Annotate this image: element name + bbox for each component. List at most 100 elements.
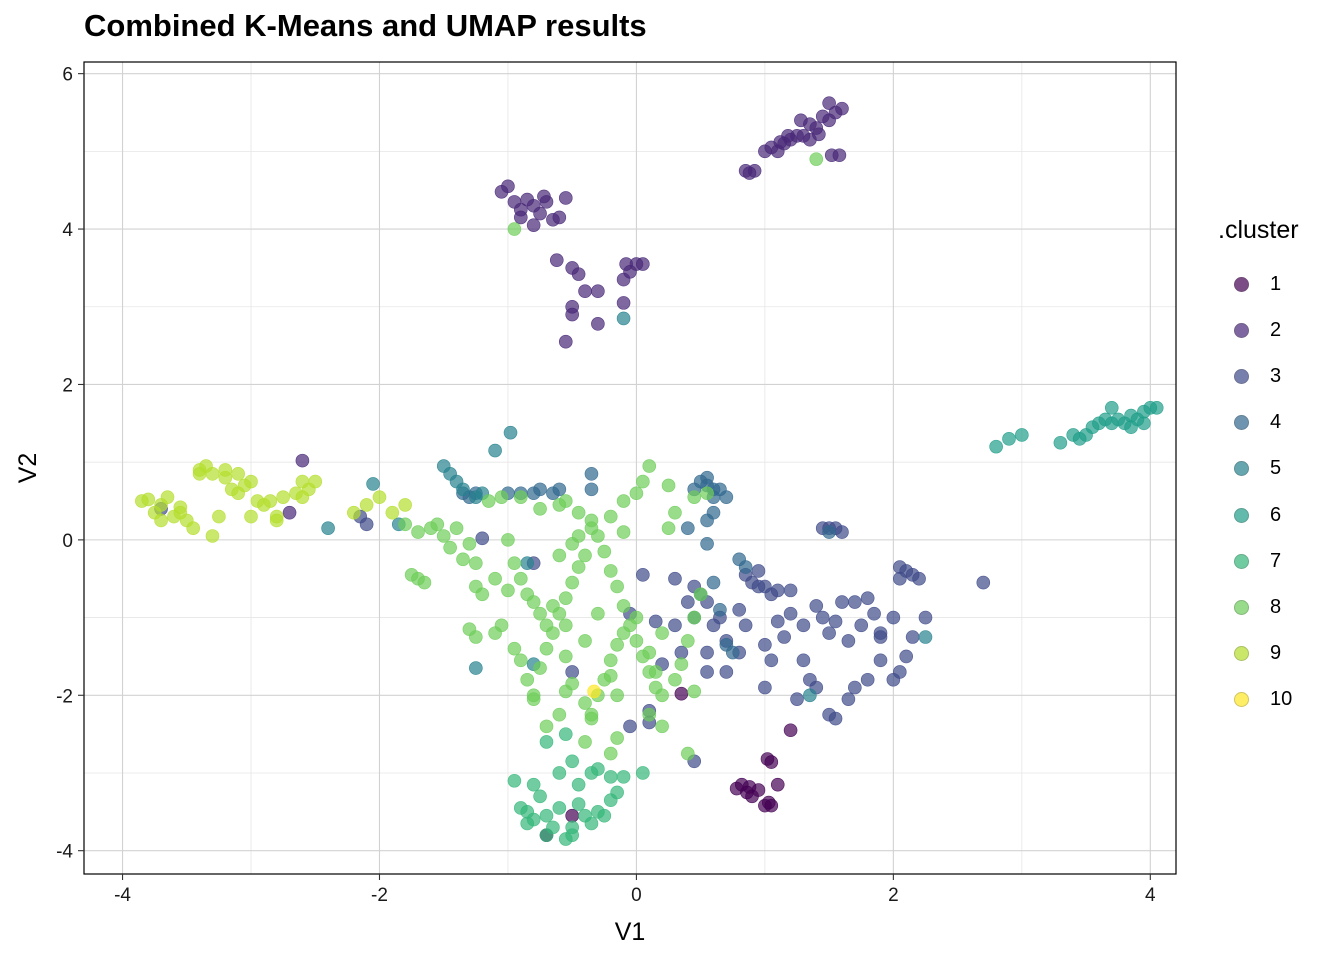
legend-label: 5 [1270,457,1282,480]
legend-item-5: 5 [1218,446,1299,492]
data-point [533,789,547,804]
data-point [417,575,432,590]
data-point [244,474,258,489]
data-point [764,653,779,668]
data-point [558,334,573,349]
data-point [603,770,618,784]
data-point [430,517,445,532]
data-point [584,482,599,497]
data-point [552,482,567,497]
data-point [469,630,483,644]
data-point [295,490,310,504]
x-tick-label: 0 [631,885,642,906]
data-point [597,808,612,823]
data-point [616,311,631,326]
data-point [173,500,188,515]
data-point [783,723,798,738]
data-point [475,587,490,602]
data-point [668,505,682,520]
data-point [790,692,804,706]
data-point [989,439,1003,454]
data-point [584,467,599,481]
data-point [571,267,586,281]
data-point [372,490,387,504]
data-point [674,686,689,701]
data-point [835,101,849,116]
data-point [501,179,515,194]
data-point [822,707,836,722]
data-point [218,463,233,477]
data-point [835,595,849,609]
axis-ticks: -4 -2 0 2 4 -4 -2 0 2 4 6 [56,65,1156,906]
legend-key-dot [1234,553,1249,569]
data-point [706,505,721,520]
data-point [681,634,695,648]
data-point [571,777,586,792]
data-point [494,490,509,504]
legend-label: 3 [1270,364,1282,387]
data-point [584,711,599,726]
data-point [794,113,808,128]
data-point [488,571,502,586]
y-tick-label: -4 [56,842,73,863]
data-point [507,641,522,656]
data-point [803,688,817,703]
data-point [976,575,991,590]
data-point [623,719,637,734]
data-point [828,614,843,629]
data-point [668,571,682,586]
data-point [578,634,592,648]
data-point [565,808,579,823]
data-point [681,746,695,761]
data-point [526,595,541,609]
data-point [533,206,547,221]
y-axis-title: V2 [14,453,42,484]
data-point [738,560,753,574]
data-point [578,696,592,710]
data-point [565,754,579,769]
data-point [815,610,830,625]
data-point [706,575,721,590]
data-point [773,135,788,149]
data-point [832,148,847,163]
data-point [687,490,702,504]
data-point [513,210,528,225]
legend-key-dot [1234,692,1249,708]
data-point [616,770,631,784]
data-point [398,517,412,532]
data-point [456,552,470,567]
data-point [809,152,824,166]
legend-label: 2 [1270,318,1282,341]
data-point [629,634,644,648]
data-point [587,684,601,699]
data-point [700,536,714,551]
data-point [674,657,689,672]
data-point [783,606,798,621]
data-point [526,218,541,232]
data-point [321,521,335,536]
legend-items: 1 2 3 4 5 6 7 8 9 10 [1218,261,1299,723]
data-point [822,525,836,539]
legend-key-dot [1234,322,1249,338]
series-cluster-1 [539,686,798,842]
data-point [552,498,567,512]
data-point [456,482,470,497]
data-point [809,599,824,613]
data-point [860,672,875,687]
data-point [636,568,650,582]
data-point [642,707,657,722]
data-point [742,166,757,180]
data-point [764,755,779,769]
data-point [636,766,650,780]
legend-key-dot [1234,507,1249,523]
data-point [565,575,579,590]
data-point [558,191,573,205]
data-point [558,649,573,664]
data-point [591,762,605,776]
legend-item-10: 10 [1218,677,1299,723]
data-point [398,498,412,512]
data-point [1002,432,1016,446]
data-point [822,96,836,110]
data-point [770,583,785,598]
